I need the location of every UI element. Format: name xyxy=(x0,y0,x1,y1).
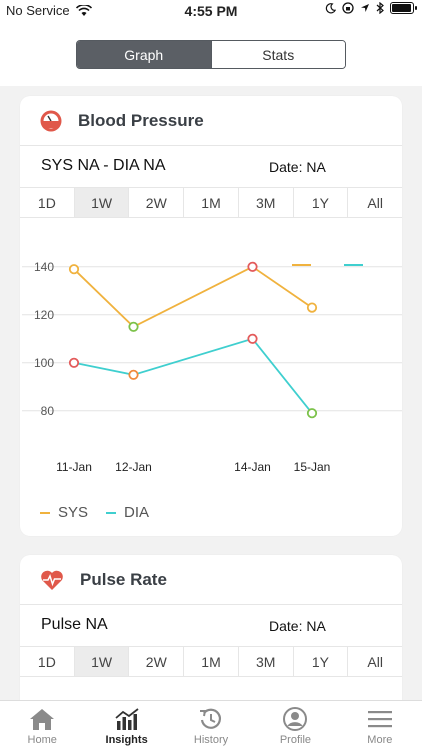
moon-icon xyxy=(325,2,336,13)
pulse-range-3m[interactable]: 3M xyxy=(239,647,294,676)
battery-icon xyxy=(390,2,417,14)
range-1d[interactable]: 1D xyxy=(20,188,75,217)
range-1w[interactable]: 1W xyxy=(74,188,130,217)
blood-pressure-date: Date: NA xyxy=(269,159,326,175)
range-2w[interactable]: 2W xyxy=(129,188,185,217)
wifi-icon xyxy=(75,4,92,16)
pulse-range-1w[interactable]: 1W xyxy=(74,647,130,676)
location-icon xyxy=(361,4,369,12)
pulse-rate-title: Pulse Rate xyxy=(80,569,167,589)
pulse-rate-card: Pulse Rate Pulse NA Date: NA 1D 1W 2W 1M… xyxy=(20,555,402,715)
blood-pressure-legend: SYS DIA xyxy=(40,504,149,521)
pulse-date: Date: NA xyxy=(269,618,326,634)
legend-item-sys: SYS xyxy=(40,504,88,521)
pulse-rate-header: Pulse Rate xyxy=(20,555,402,605)
legend-item-dia: DIA xyxy=(106,504,149,521)
bluetooth-icon xyxy=(376,2,384,14)
blood-pressure-value: SYS NA - DIA NA xyxy=(41,157,166,174)
tab-history[interactable]: History xyxy=(169,701,253,750)
y-tick-140: 140 xyxy=(34,260,54,274)
pulse-range-1y[interactable]: 1Y xyxy=(294,647,349,676)
carrier-label: No Service xyxy=(6,3,70,18)
data-point-dia-11-Jan xyxy=(68,357,80,368)
profile-icon xyxy=(283,707,308,731)
menu-icon xyxy=(367,711,392,728)
blood-pressure-chart: 80 100 120 140 11-Jan 12-Jan 14-Jan 15-Jan xyxy=(22,260,402,474)
range-1m[interactable]: 1M xyxy=(184,188,239,217)
bottom-tab-bar: Home Insights History Profile xyxy=(0,700,422,750)
blood-pressure-range-selector: 1D 1W 2W 1M 3M 1Y All xyxy=(20,188,402,218)
tab-insights-label: Insights xyxy=(105,734,148,746)
data-point-sys-12-Jan xyxy=(128,321,139,332)
status-bar: No Service 4:55 PM xyxy=(0,0,422,22)
lock-rotation-icon xyxy=(342,2,354,14)
x-tick-12-Jan: 12-Jan xyxy=(115,460,152,474)
pulse-range-selector: 1D 1W 2W 1M 3M 1Y All xyxy=(20,647,402,677)
tab-history-label: History xyxy=(193,734,229,746)
range-3m[interactable]: 3M xyxy=(239,188,294,217)
blood-pressure-header: Blood Pressure xyxy=(20,96,402,146)
data-point-dia-12-Jan xyxy=(128,369,139,380)
view-segmented-control: Graph Stats xyxy=(76,40,346,69)
pulse-range-1m[interactable]: 1M xyxy=(184,647,239,676)
data-point-sys-14-Jan xyxy=(247,261,258,272)
range-1y[interactable]: 1Y xyxy=(294,188,349,217)
x-tick-14-Jan: 14-Jan xyxy=(234,460,271,474)
clock: 4:55 PM xyxy=(184,3,238,19)
data-point-dia-14-Jan xyxy=(247,333,258,344)
tab-home-label: Home xyxy=(27,734,57,746)
y-tick-100: 100 xyxy=(34,356,54,370)
home-icon xyxy=(30,709,55,730)
data-point-dia-15-Jan xyxy=(306,408,318,419)
insights-chart-icon xyxy=(115,708,139,730)
legend-label-dia: DIA xyxy=(124,504,150,521)
tab-profile-label: Profile xyxy=(279,734,312,746)
segment-graph[interactable]: Graph xyxy=(77,41,211,68)
top-bar: Graph Stats xyxy=(0,22,422,86)
segment-stats[interactable]: Stats xyxy=(210,41,345,68)
history-icon xyxy=(200,708,222,729)
y-tick-80: 80 xyxy=(41,404,55,418)
tab-profile[interactable]: Profile xyxy=(253,701,337,750)
blood-pressure-card: Blood Pressure SYS NA - DIA NA Date: NA … xyxy=(20,96,402,536)
pulse-reading-row: Pulse NA Date: NA xyxy=(20,605,402,647)
data-point-sys-11-Jan xyxy=(68,264,80,275)
pulse-range-1d[interactable]: 1D xyxy=(20,647,75,676)
data-point-sys-15-Jan xyxy=(306,302,318,313)
blood-pressure-title: Blood Pressure xyxy=(78,110,204,130)
series-line-dia xyxy=(73,337,313,414)
pulse-value: Pulse NA xyxy=(41,616,108,633)
y-tick-120: 120 xyxy=(34,308,54,322)
blood-pressure-reading-row: SYS NA - DIA NA Date: NA xyxy=(20,146,402,188)
x-tick-15-Jan: 15-Jan xyxy=(294,460,331,474)
pulse-range-all[interactable]: All xyxy=(367,653,383,670)
series-line-sys xyxy=(73,265,313,328)
range-all[interactable]: All xyxy=(367,194,383,211)
tab-home[interactable]: Home xyxy=(0,701,84,750)
pulse-range-2w[interactable]: 2W xyxy=(129,647,185,676)
tab-more[interactable]: More xyxy=(338,701,422,750)
tab-more-label: More xyxy=(367,734,393,746)
legend-label-sys: SYS xyxy=(58,504,89,521)
heart-pulse-icon xyxy=(41,570,63,590)
x-tick-11-Jan: 11-Jan xyxy=(56,460,92,474)
blood-pressure-gauge-icon xyxy=(40,110,62,131)
tab-insights[interactable]: Insights xyxy=(84,701,168,750)
